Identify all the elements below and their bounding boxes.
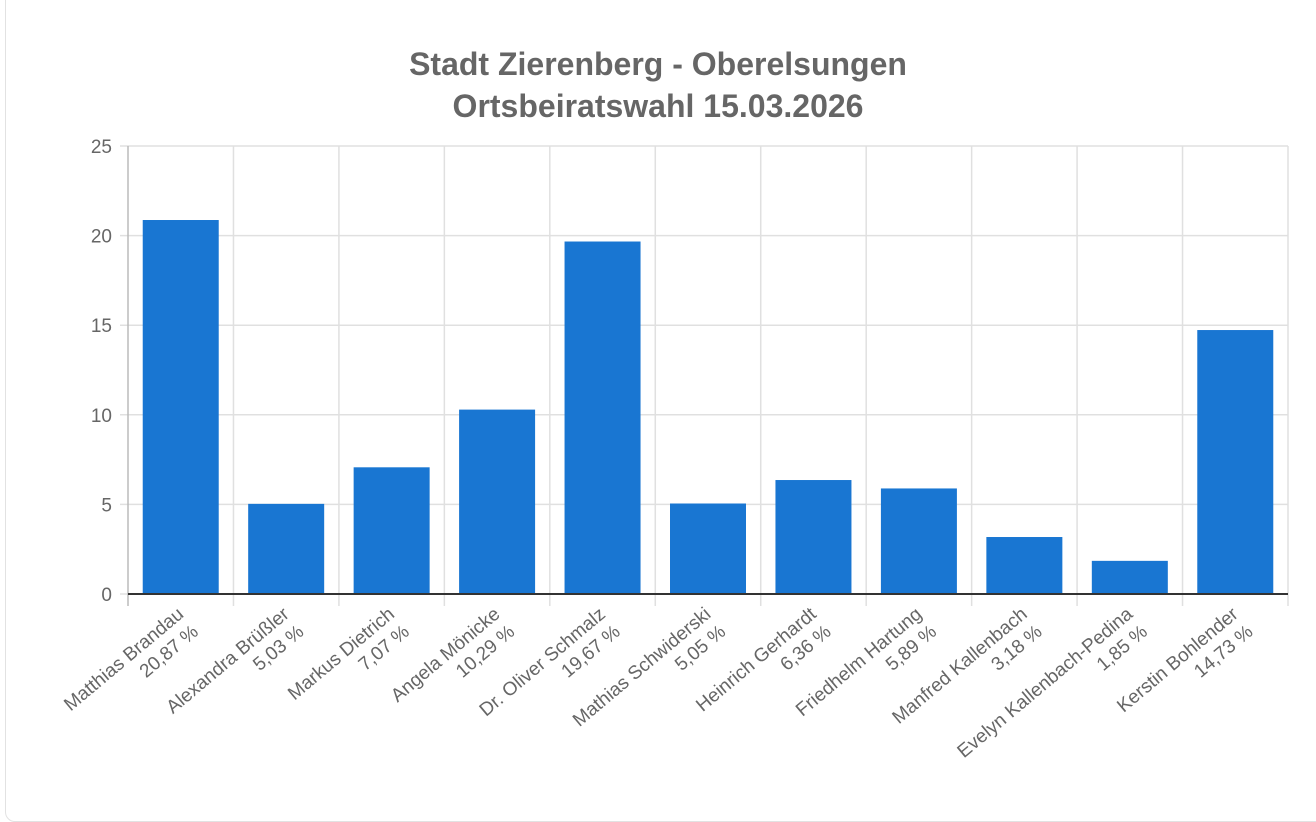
x-tick-label: Markus Dietrich7,07 % [284, 604, 413, 723]
bar-dr-oliver-schmalz [564, 241, 641, 594]
x-tick-label: Evelyn Kallenbach-Pedina1,85 % [954, 603, 1153, 780]
bar-alexandra-br-ler [248, 503, 325, 594]
bar-heinrich-gerhardt [775, 480, 852, 594]
bar-evelyn-kallenbach-pedina [1091, 560, 1168, 594]
x-tick-label: Alexandra Brüßler5,03 % [163, 603, 309, 736]
y-tick-label: 15 [91, 316, 112, 337]
y-tick-label: 10 [91, 406, 112, 427]
y-tick-label: 0 [101, 585, 112, 606]
bar-kerstin-bohlender [1197, 330, 1274, 594]
bar-friedhelm-hartung [880, 488, 957, 594]
bar-markus-dietrich [353, 467, 430, 594]
bar-angela-m-nicke [459, 409, 536, 594]
bar-matthias-brandau [142, 220, 219, 595]
y-tick-label: 25 [91, 137, 112, 158]
chart-title-line-2: Ortsbeiratswahl 15.03.2026 [452, 88, 864, 124]
chart-title-line-1: Stadt Zierenberg - Oberelsungen [409, 46, 907, 82]
bar-manfred-kallenbach [986, 537, 1063, 594]
bar-mathias-schwiderski [670, 503, 746, 594]
y-tick-label: 5 [101, 495, 112, 516]
chart-card [5, 0, 1316, 822]
y-tick-label: 20 [91, 227, 112, 248]
candidate-name: Evelyn Kallenbach-Pedina [954, 603, 1138, 762]
